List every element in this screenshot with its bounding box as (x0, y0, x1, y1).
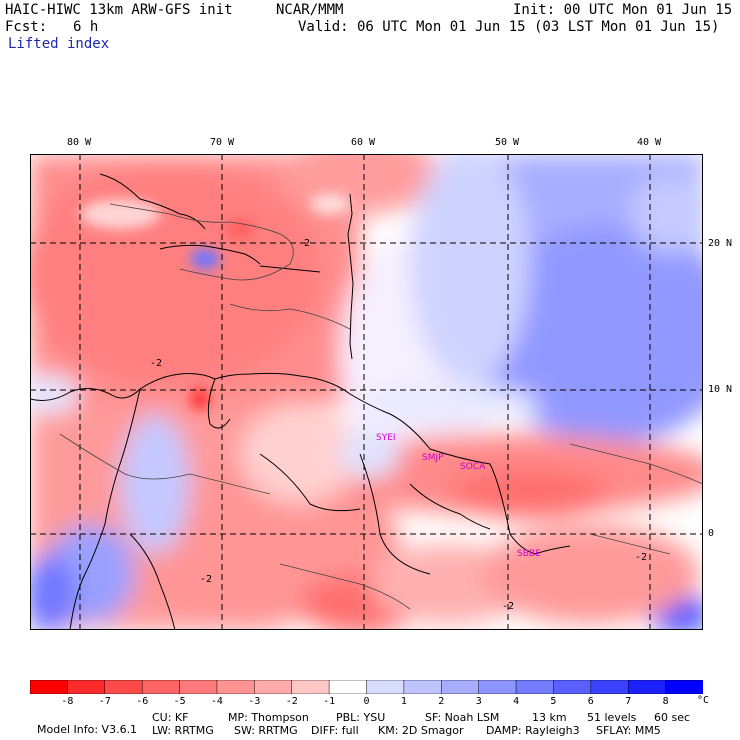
colorbar-tick-label: 8 (662, 696, 669, 707)
colorbar-swatch (291, 680, 330, 694)
contour-label: -2 (635, 552, 647, 563)
lat-label-equator: 0 (708, 528, 715, 539)
colorbar-swatch (478, 680, 517, 694)
pbl-scheme: PBL: YSU (336, 711, 386, 724)
colorbar-tick-label: 0 (363, 696, 370, 707)
colorbar-tick-label: 7 (625, 696, 632, 707)
colorbar-swatch (590, 680, 629, 694)
resolution: 13 km (532, 711, 567, 724)
colorbar-swatch (179, 680, 218, 694)
colorbar-swatch (515, 680, 555, 694)
damping: DAMP: Rayleigh3 (486, 724, 580, 737)
station-smjp: SMJP (422, 453, 444, 463)
colorbar (30, 680, 703, 694)
colorbar-swatch (67, 680, 106, 694)
shaded-detail (80, 194, 350, 411)
colorbar-tick-label: -1 (323, 696, 336, 707)
shortwave-scheme: SW: RRTMG (234, 724, 298, 737)
colorbar-tick-label: -8 (61, 696, 74, 707)
contour-label: -2 (200, 574, 212, 585)
colorbar-tick-label: 6 (587, 696, 594, 707)
contour-label: -2 (150, 358, 162, 369)
lon-label-40w: 40 W (637, 137, 662, 148)
colorbar-swatch (216, 680, 256, 694)
lifted-index-map: -2 -2 -2 -2 -2 SYEI SMJP SOCA SBBE (30, 154, 703, 630)
contour-label: -2 (298, 238, 310, 249)
colorbar-swatch (104, 680, 143, 694)
colorbar-swatch (366, 680, 405, 694)
model-version: Model Info: V3.6.1 (37, 723, 138, 736)
lat-label-20n: 20 N (708, 238, 733, 249)
levels: 51 levels (587, 711, 637, 724)
colorbar-tick-label: 2 (438, 696, 445, 707)
microphysics-scheme: MP: Thompson (228, 711, 309, 724)
organization-label: NCAR/MMM (276, 2, 344, 18)
station-syei: SYEI (376, 433, 396, 443)
map-frame (30, 154, 703, 630)
colorbar-swatch (141, 680, 181, 694)
colorbar-tick-label: -3 (248, 696, 261, 707)
colorbar-tick-label: -7 (98, 696, 111, 707)
surface-layer: SFLAY: MM5 (596, 724, 661, 737)
li-contours (59, 203, 703, 610)
valid-time: Valid: 06 UTC Mon 01 Jun 15 (03 LST Mon … (298, 19, 720, 35)
colorbar-swatch (553, 680, 592, 694)
km-scheme: KM: 2D Smagor (378, 724, 464, 737)
surface-scheme: SF: Noah LSM (425, 711, 500, 724)
lat-label-10n: 10 N (708, 384, 733, 395)
colorbar-tick-label: 1 (400, 696, 407, 707)
colorbar-swatch (665, 680, 703, 694)
forecast-hour: 6 h (73, 19, 99, 35)
colorbar-swatch (328, 680, 368, 694)
diffusion: DIFF: full (311, 724, 359, 737)
colorbar-tick-label: 4 (513, 696, 520, 707)
colorbar-tick-label: -6 (136, 696, 149, 707)
colorbar-tick-label: 3 (475, 696, 482, 707)
field-name: Lifted index (8, 36, 110, 52)
colorbar-swatch (30, 680, 69, 694)
cumulus-scheme: CU: KF (152, 711, 189, 724)
colorbar-tick-label: -5 (173, 696, 186, 707)
forecast-label: Fcst: (5, 19, 48, 35)
station-soca: SOCA (460, 462, 486, 472)
model-title: HAIC-HIWC 13km ARW-GFS init (5, 2, 233, 18)
longwave-scheme: LW: RRTMG (152, 724, 214, 737)
colorbar-unit: °C (697, 695, 710, 706)
colorbar-swatch (441, 680, 480, 694)
timestep: 60 sec (654, 711, 691, 724)
lon-label-50w: 50 W (495, 137, 520, 148)
init-time: Init: 00 UTC Mon 01 Jun 15 (513, 2, 733, 18)
lon-label-80w: 80 W (67, 137, 92, 148)
colorbar-swatch (254, 680, 293, 694)
colorbar-tick-label: 5 (550, 696, 557, 707)
station-sbbe: SBBE (517, 549, 541, 559)
colorbar-tick-label: -4 (210, 696, 223, 707)
colorbar-tick-label: -2 (285, 696, 298, 707)
model-info-line1: Model Info: V3.6.1 (30, 712, 137, 736)
coastlines (30, 173, 571, 630)
colorbar-swatch (627, 680, 667, 694)
lon-label-60w: 60 W (351, 137, 376, 148)
colorbar-swatch (403, 680, 443, 694)
lon-label-70w: 70 W (210, 137, 235, 148)
shaded-field (30, 154, 703, 630)
contour-label: -2 (502, 601, 514, 612)
